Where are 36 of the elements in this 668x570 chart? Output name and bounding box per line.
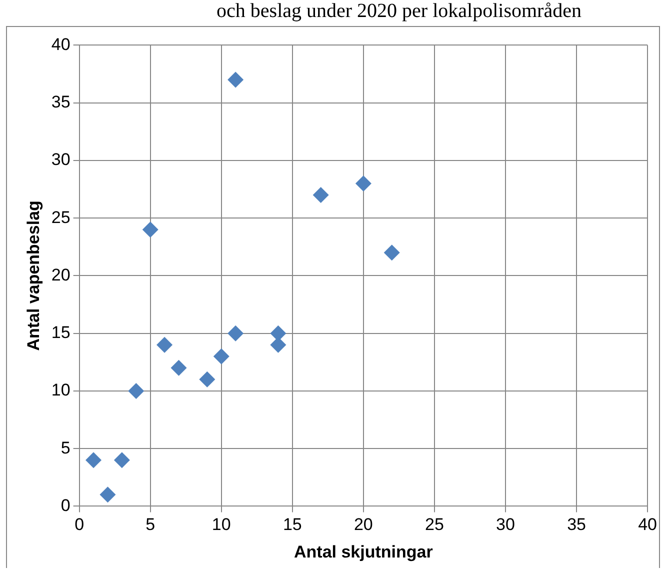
y-axis-title: Antal vapenbeslag <box>24 200 43 351</box>
point <box>228 72 244 88</box>
x-tick-label: 5 <box>146 515 156 534</box>
point <box>199 371 216 388</box>
x-axis-title: Antal skjutningar <box>294 542 434 562</box>
y-tick-label: 0 <box>60 496 70 515</box>
point <box>312 187 329 204</box>
point <box>142 222 158 238</box>
point <box>228 325 244 342</box>
x-tick-label: 30 <box>496 515 515 534</box>
point <box>355 176 372 192</box>
y-tick-label: 35 <box>51 92 70 112</box>
x-tick-label: 0 <box>74 515 84 534</box>
x-tick-label: 20 <box>354 515 373 534</box>
point <box>213 348 230 364</box>
x-tick-label: 10 <box>212 515 231 534</box>
point <box>128 382 144 399</box>
point <box>156 336 173 353</box>
point <box>100 486 116 503</box>
y-tick-label: 10 <box>51 380 70 400</box>
y-tick-label: 30 <box>51 150 70 170</box>
point <box>270 325 286 342</box>
x-tick-label: 25 <box>424 515 444 534</box>
y-tick-label: 15 <box>51 323 70 342</box>
y-tick-label: 25 <box>51 208 70 227</box>
x-tick-label: 40 <box>638 515 658 534</box>
point <box>384 244 400 261</box>
point <box>86 452 102 468</box>
x-tick-label: 35 <box>567 515 586 534</box>
x-tick-label: 15 <box>282 515 302 534</box>
y-tick-label: 5 <box>60 438 70 458</box>
point <box>170 360 187 376</box>
chart-title: och beslag under 2020 per lokalpolisområden <box>216 0 582 23</box>
point <box>114 452 130 468</box>
y-tick-label: 20 <box>51 265 70 284</box>
y-tick-label: 40 <box>51 34 70 54</box>
